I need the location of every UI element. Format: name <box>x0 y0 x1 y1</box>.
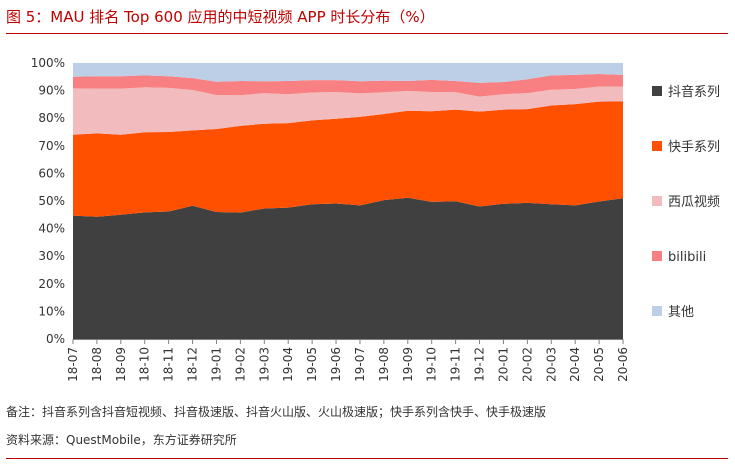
legend-label: 其他 <box>668 305 694 320</box>
x-tick-label: 20-03 <box>544 347 558 382</box>
chart-title: 图 5：MAU 排名 Top 600 应用的中短视频 APP 时长分布（%） <box>6 8 435 26</box>
chart-note: 备注：抖音系列含抖音短视频、抖音极速版、抖音火山版、火山极速版；快手系列含快手、… <box>6 405 547 419</box>
y-tick-label: 20% <box>38 277 65 291</box>
x-tick-label: 20-01 <box>496 347 510 382</box>
x-tick-label: 19-05 <box>305 347 319 382</box>
area-layer <box>73 63 623 339</box>
x-tick-label: 18-09 <box>114 347 128 382</box>
x-tick-label: 19-04 <box>281 347 295 382</box>
x-tick-label: 19-07 <box>353 347 367 382</box>
x-tick-label: 19-11 <box>449 347 463 382</box>
x-tick-label: 20-02 <box>520 347 534 382</box>
area-series-4 <box>73 74 623 97</box>
area-series-2 <box>73 101 623 217</box>
x-tick-label: 18-10 <box>138 347 152 382</box>
chart-source: 资料来源：QuestMobile，东方证券研究所 <box>6 433 237 447</box>
x-tick-label: 19-12 <box>473 347 487 382</box>
y-tick-label: 10% <box>38 304 65 318</box>
legend-label: 西瓜视频 <box>668 195 720 210</box>
legend-label: bilibili <box>668 250 706 265</box>
legend-swatch <box>652 196 662 206</box>
x-tick-label: 19-03 <box>257 347 271 382</box>
area-series-3 <box>73 86 623 135</box>
x-tick-label: 18-08 <box>90 347 104 382</box>
y-tick-label: 50% <box>38 194 65 208</box>
y-tick-label: 90% <box>38 84 65 98</box>
y-tick-label: 80% <box>38 111 65 125</box>
x-tick-label: 18-12 <box>186 347 200 382</box>
y-tick-label: 30% <box>38 249 65 263</box>
x-tick-label: 20-06 <box>616 347 630 382</box>
y-tick-label: 100% <box>31 56 65 70</box>
x-tick-label: 18-11 <box>162 347 176 382</box>
x-tick-label: 19-02 <box>233 347 247 382</box>
y-axis: 0% 10% 20% 30% 40% 50% 60% 70% 80% 90% 100% <box>31 56 65 346</box>
x-tick-label: 19-08 <box>377 347 391 382</box>
footer-divider <box>6 458 728 459</box>
x-tick-label: 20-05 <box>592 347 606 382</box>
legend-swatch <box>652 86 662 96</box>
x-tick-label: 19-01 <box>209 347 223 382</box>
y-tick-label: 70% <box>38 139 65 153</box>
stacked-area-chart: 0%10%20%30%40%50%60%70%80%90%100% 18-07 1… <box>31 56 720 382</box>
legend-swatch <box>652 141 662 151</box>
x-tick-label: 19-09 <box>401 347 415 382</box>
legend-label: 抖音系列 <box>668 84 720 100</box>
x-tick-label: 20-04 <box>568 347 582 382</box>
x-tick-label: 19-06 <box>329 347 343 382</box>
x-axis: 18-07 18-08 18-09 18-10 18-11 18-12 19-01 19-02… <box>66 339 630 382</box>
y-tick-label: 60% <box>38 166 65 180</box>
area-series-1 <box>73 197 623 339</box>
x-tick-label: 19-10 <box>425 347 439 382</box>
legend-swatch <box>652 251 662 261</box>
y-tick-label: 40% <box>38 222 65 236</box>
legend-label: 快手系列 <box>668 140 720 155</box>
area-series-5 <box>73 63 623 83</box>
y-tick-label: 0% <box>46 332 65 346</box>
title-divider <box>6 33 728 34</box>
legend-swatch <box>652 306 662 316</box>
x-tick-label: 18-07 <box>66 347 80 382</box>
